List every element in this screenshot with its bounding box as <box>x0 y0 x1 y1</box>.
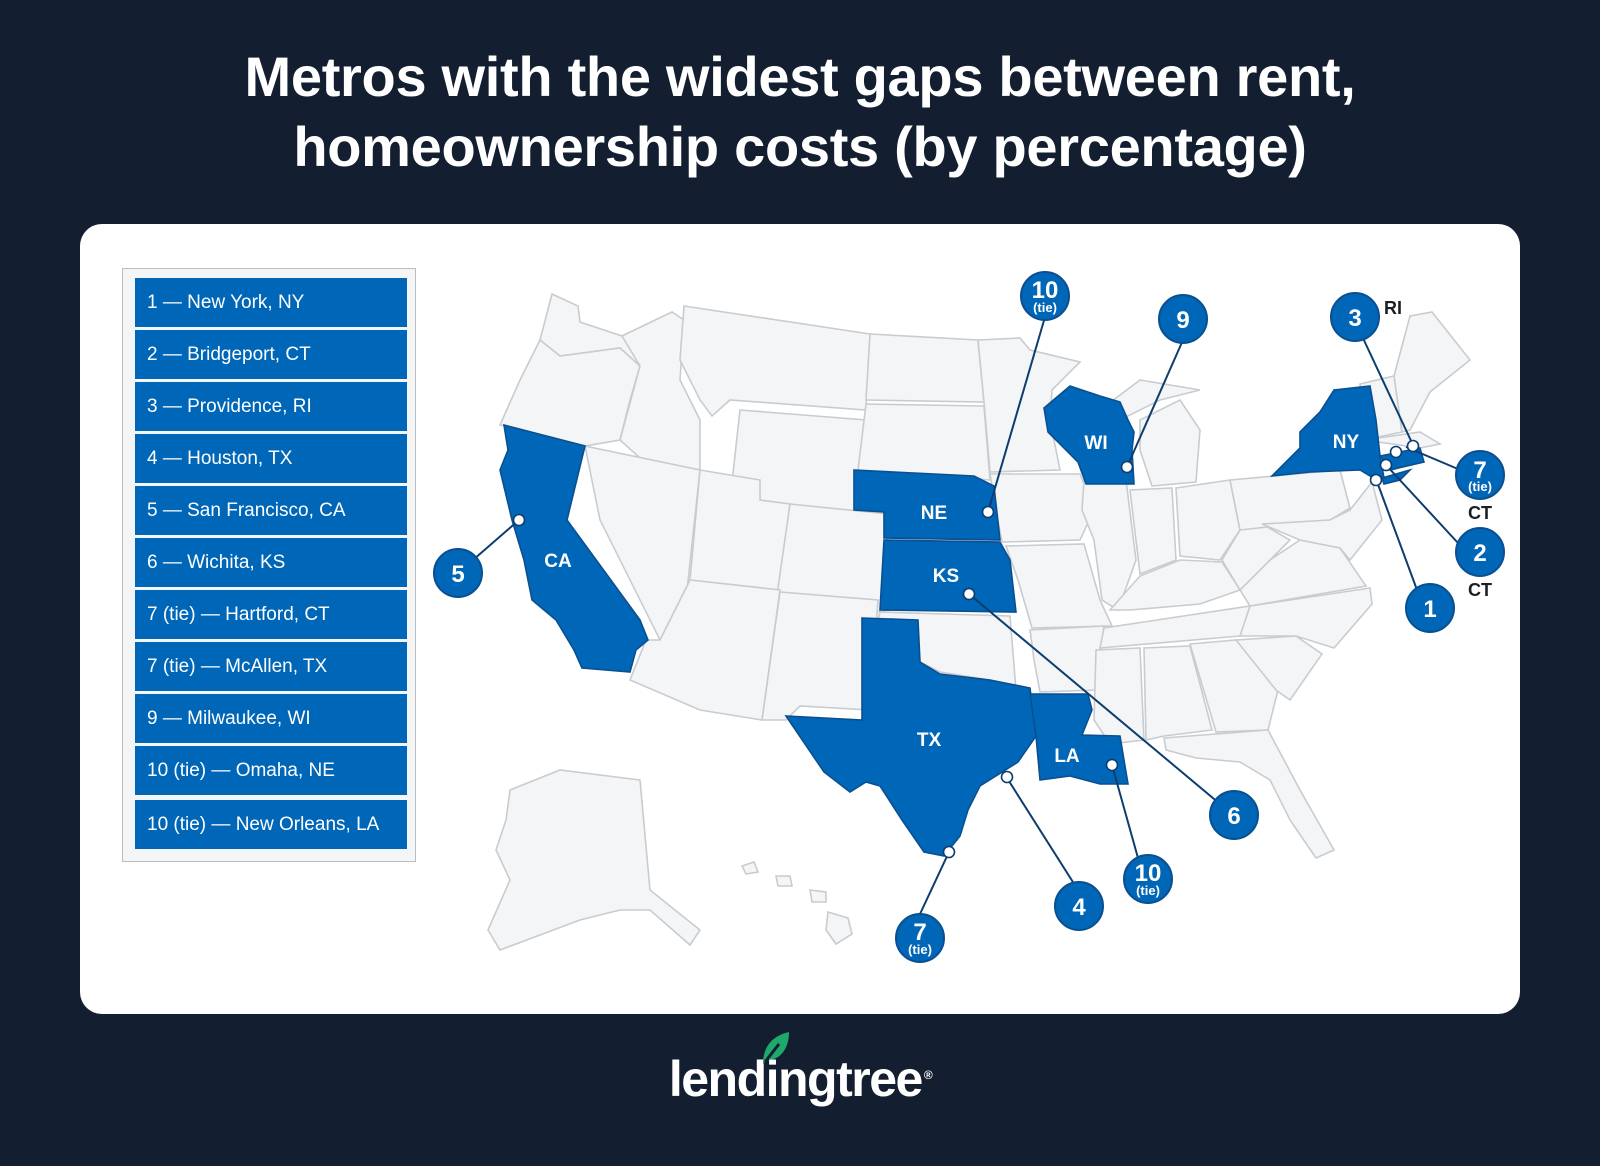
state-hi-4 <box>825 910 853 946</box>
svg-text:1: 1 <box>1423 596 1436 623</box>
state-ne <box>853 469 1001 541</box>
badge-rank-7-mcallen: 7 (tie) <box>895 913 945 963</box>
state-mi <box>1139 398 1201 487</box>
leaf-icon <box>762 1032 789 1064</box>
svg-text:7: 7 <box>1473 457 1486 484</box>
state-ak <box>487 769 702 951</box>
ext-label-ri: RI <box>1384 298 1402 318</box>
state-ms <box>1093 647 1145 745</box>
state-tx <box>784 617 1037 857</box>
metro-dots <box>512 439 1420 859</box>
svg-text:(tie): (tie) <box>1136 883 1160 898</box>
svg-text:4: 4 <box>1072 894 1086 921</box>
state-la <box>1029 693 1129 785</box>
title-line-2: homeownership costs (by percentage) <box>293 115 1307 178</box>
legend-item: 5 — San Francisco, CA <box>135 486 407 535</box>
state-hi-1 <box>740 861 760 875</box>
svg-text:10: 10 <box>1032 277 1059 304</box>
lendingtree-logo: lendingtree ® <box>0 1032 1600 1108</box>
state-label-ne: NE <box>921 503 947 524</box>
state-il <box>1081 479 1137 612</box>
legend-item: 7 (tie) — Hartford, CT <box>135 590 407 639</box>
badge-rank-3: 3 RI <box>1330 292 1402 342</box>
state-label-wi: WI <box>1084 433 1107 454</box>
state-in <box>1129 487 1177 576</box>
metro-dot-houston <box>1000 770 1014 784</box>
metro-dot-milwaukee <box>1120 460 1134 474</box>
ext-label-ct: CT <box>1468 580 1492 600</box>
legend-item: 4 — Houston, TX <box>135 434 407 483</box>
state-al <box>1143 645 1214 741</box>
legend-item: 2 — Bridgeport, CT <box>135 330 407 379</box>
state-ia <box>989 473 1095 543</box>
badge-rank-5: 5 <box>433 548 483 598</box>
state-md-de-nj <box>1261 480 1383 562</box>
badge-rank-10-omaha: 10 (tie) <box>1020 271 1070 321</box>
legend-item: 7 (tie) — McAllen, TX <box>135 642 407 691</box>
legend-item: 9 — Milwaukee, WI <box>135 694 407 743</box>
svg-text:9: 9 <box>1176 307 1189 334</box>
svg-text:(tie): (tie) <box>1468 479 1492 494</box>
state-fl <box>1163 729 1336 860</box>
metro-dot-wichita <box>962 587 976 601</box>
svg-text:3: 3 <box>1348 305 1361 332</box>
state-ca <box>499 423 649 673</box>
state-hi-2 <box>775 875 793 887</box>
ext-label-ct: CT <box>1468 503 1492 523</box>
state-label-ny: NY <box>1333 432 1360 453</box>
badge-rank-4: 4 <box>1054 881 1104 931</box>
svg-text:(tie): (tie) <box>908 942 932 957</box>
metro-dot-new-orleans <box>1105 758 1119 772</box>
state-label-ks: KS <box>933 566 959 587</box>
svg-text:2: 2 <box>1473 540 1486 567</box>
state-mt <box>679 305 871 418</box>
badge-rank-7-hartford: 7 (tie) CT <box>1455 450 1505 523</box>
registered-mark: ® <box>923 1068 933 1082</box>
state-ks <box>879 539 1017 613</box>
metro-dot-san-francisco <box>512 513 526 527</box>
state-sd <box>857 403 991 481</box>
legend-item: 3 — Providence, RI <box>135 382 407 431</box>
badge-rank-2: 2 CT <box>1455 527 1505 600</box>
state-nc <box>1238 587 1373 649</box>
svg-text:10: 10 <box>1135 860 1162 887</box>
logo-wordmark: lendingtree <box>668 1051 923 1107</box>
highlighted-states <box>499 385 1425 857</box>
legend-item: 10 (tie) — Omaha, NE <box>135 746 407 795</box>
state-wi <box>1043 385 1135 485</box>
svg-text:(tie): (tie) <box>1033 300 1057 315</box>
state-nd <box>865 333 985 403</box>
badge-rank-9: 9 <box>1158 294 1208 344</box>
metro-dot-new-york <box>1369 473 1383 487</box>
metro-dot-providence <box>1406 439 1420 453</box>
legend-item: 1 — New York, NY <box>135 278 407 327</box>
state-label-tx: TX <box>917 730 942 751</box>
badge-rank-1: 1 <box>1405 583 1455 633</box>
state-hi-3 <box>809 889 827 903</box>
rank-legend: 1 — New York, NY 2 — Bridgeport, CT 3 — … <box>122 268 416 862</box>
state-oh <box>1175 479 1241 561</box>
badge-rank-6: 6 <box>1209 790 1259 840</box>
metro-dot-hartford <box>1389 445 1403 459</box>
svg-text:5: 5 <box>451 561 464 588</box>
legend-item: 10 (tie) — New Orleans, LA <box>135 800 407 849</box>
state-label-ca: CA <box>544 551 572 572</box>
svg-text:6: 6 <box>1227 803 1240 830</box>
metro-dot-omaha <box>981 505 995 519</box>
legend-item: 6 — Wichita, KS <box>135 538 407 587</box>
svg-text:7: 7 <box>913 919 926 946</box>
state-me <box>1393 311 1472 433</box>
state-ma <box>1363 431 1443 449</box>
state-ga <box>1188 639 1279 733</box>
state-ar <box>1029 625 1105 693</box>
metro-dot-bridgeport <box>1379 458 1393 472</box>
page-title: Metros with the widest gaps between rent… <box>0 42 1600 182</box>
state-nm <box>761 591 879 721</box>
title-line-1: Metros with the widest gaps between rent… <box>244 45 1356 108</box>
metro-dot-mcallen <box>942 845 956 859</box>
badge-rank-10-new-orleans: 10 (tie) <box>1123 854 1173 904</box>
state-ny <box>1269 385 1385 484</box>
state-label-la: LA <box>1054 746 1080 767</box>
